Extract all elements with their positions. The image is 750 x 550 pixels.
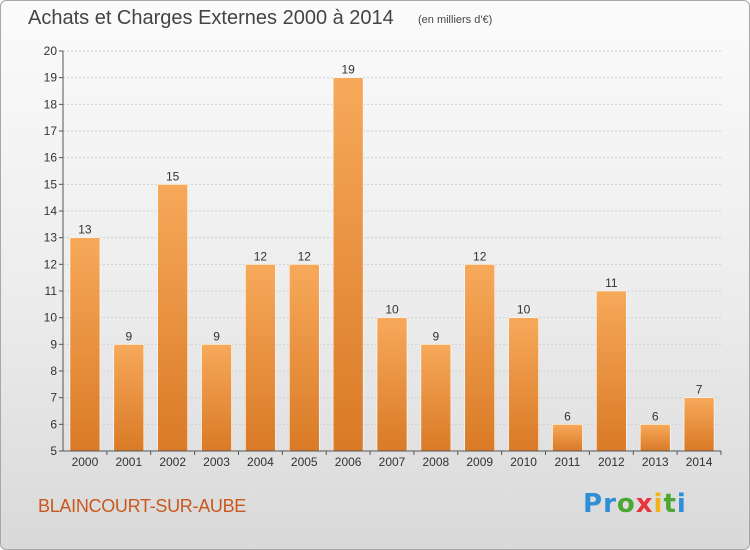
bar-2001 <box>113 344 145 452</box>
bar-2008 <box>420 344 452 452</box>
x-tick-label: 2007 <box>379 455 406 469</box>
x-tick-label: 2014 <box>686 455 713 469</box>
bar-2014 <box>683 397 715 452</box>
y-tick-label: 7 <box>50 391 57 405</box>
x-tick-label: 2001 <box>115 455 142 469</box>
proxiti-logo: Proxiti <box>583 489 687 519</box>
logo-letter: i <box>676 489 687 519</box>
logo-letter: P <box>583 489 604 519</box>
y-tick-label: 13 <box>44 231 58 245</box>
chart-title: Achats et Charges Externes 2000 à 2014 <box>28 7 394 29</box>
x-tick-label: 2006 <box>335 455 362 469</box>
x-tick-label: 2004 <box>247 455 274 469</box>
bar-2003 <box>201 344 232 452</box>
y-tick-label: 6 <box>50 417 57 431</box>
y-tick-label: 17 <box>44 124 58 138</box>
x-tick-label: 2010 <box>510 455 537 469</box>
y-tick-label: 5 <box>50 444 57 458</box>
value-label: 12 <box>473 249 487 263</box>
value-label: 10 <box>385 303 399 317</box>
bar-2013 <box>639 424 671 452</box>
x-tick-label: 2003 <box>203 455 230 469</box>
y-tick-label: 11 <box>45 284 58 298</box>
x-tick-label: 2005 <box>291 455 318 469</box>
logo-letter: i <box>653 489 664 519</box>
value-label: 6 <box>564 409 571 423</box>
x-tick-label: 2013 <box>642 455 669 469</box>
value-label: 11 <box>605 276 618 290</box>
bar-2000 <box>69 237 101 452</box>
logo-letter: x <box>635 489 654 519</box>
value-label: 13 <box>78 223 92 237</box>
unit-label: (en milliers d'€) <box>418 14 493 26</box>
value-label: 9 <box>125 329 132 343</box>
y-tick-label: 8 <box>50 364 57 378</box>
value-label: 10 <box>517 303 531 317</box>
logo-letter: t <box>663 489 677 519</box>
value-label: 7 <box>696 383 703 397</box>
axes <box>59 50 722 455</box>
bar-2007 <box>376 317 408 452</box>
y-tick-label: 10 <box>44 311 58 325</box>
bar-2010 <box>508 317 539 452</box>
bar-2012 <box>596 290 627 452</box>
x-tick-label: 2002 <box>159 455 186 469</box>
bars <box>69 77 715 452</box>
bar-2011 <box>552 424 583 452</box>
bar-2009 <box>464 264 496 452</box>
value-label: 15 <box>166 169 180 183</box>
bar-2002 <box>157 184 188 452</box>
value-label: 12 <box>254 249 268 263</box>
value-label: 12 <box>298 249 312 263</box>
bar-2005 <box>288 264 320 452</box>
value-label: 9 <box>433 329 440 343</box>
bar-2004 <box>245 264 276 452</box>
value-label: 9 <box>213 329 220 343</box>
y-tick-label: 12 <box>44 257 58 271</box>
value-label: 6 <box>652 409 659 423</box>
y-tick-label: 15 <box>44 177 58 191</box>
y-tick-label: 20 <box>44 44 58 58</box>
value-label: 19 <box>341 63 355 77</box>
logo-letter: r <box>603 489 617 519</box>
x-tick-label: 2012 <box>598 455 625 469</box>
place-name: BLAINCOURT-SUR-AUBE <box>38 496 247 516</box>
y-tick-label: 19 <box>44 71 58 85</box>
labels: 5678910111213141516171819201320009200115… <box>44 44 713 469</box>
x-tick-label: 2009 <box>466 455 493 469</box>
x-tick-label: 2008 <box>423 455 450 469</box>
bar-2006 <box>332 77 364 452</box>
y-tick-label: 14 <box>44 204 58 218</box>
x-tick-label: 2011 <box>555 455 581 469</box>
y-tick-label: 9 <box>50 337 57 351</box>
x-tick-label: 2000 <box>72 455 99 469</box>
y-tick-label: 16 <box>44 151 58 165</box>
y-tick-label: 18 <box>44 97 58 111</box>
logo-letter: o <box>616 489 636 519</box>
